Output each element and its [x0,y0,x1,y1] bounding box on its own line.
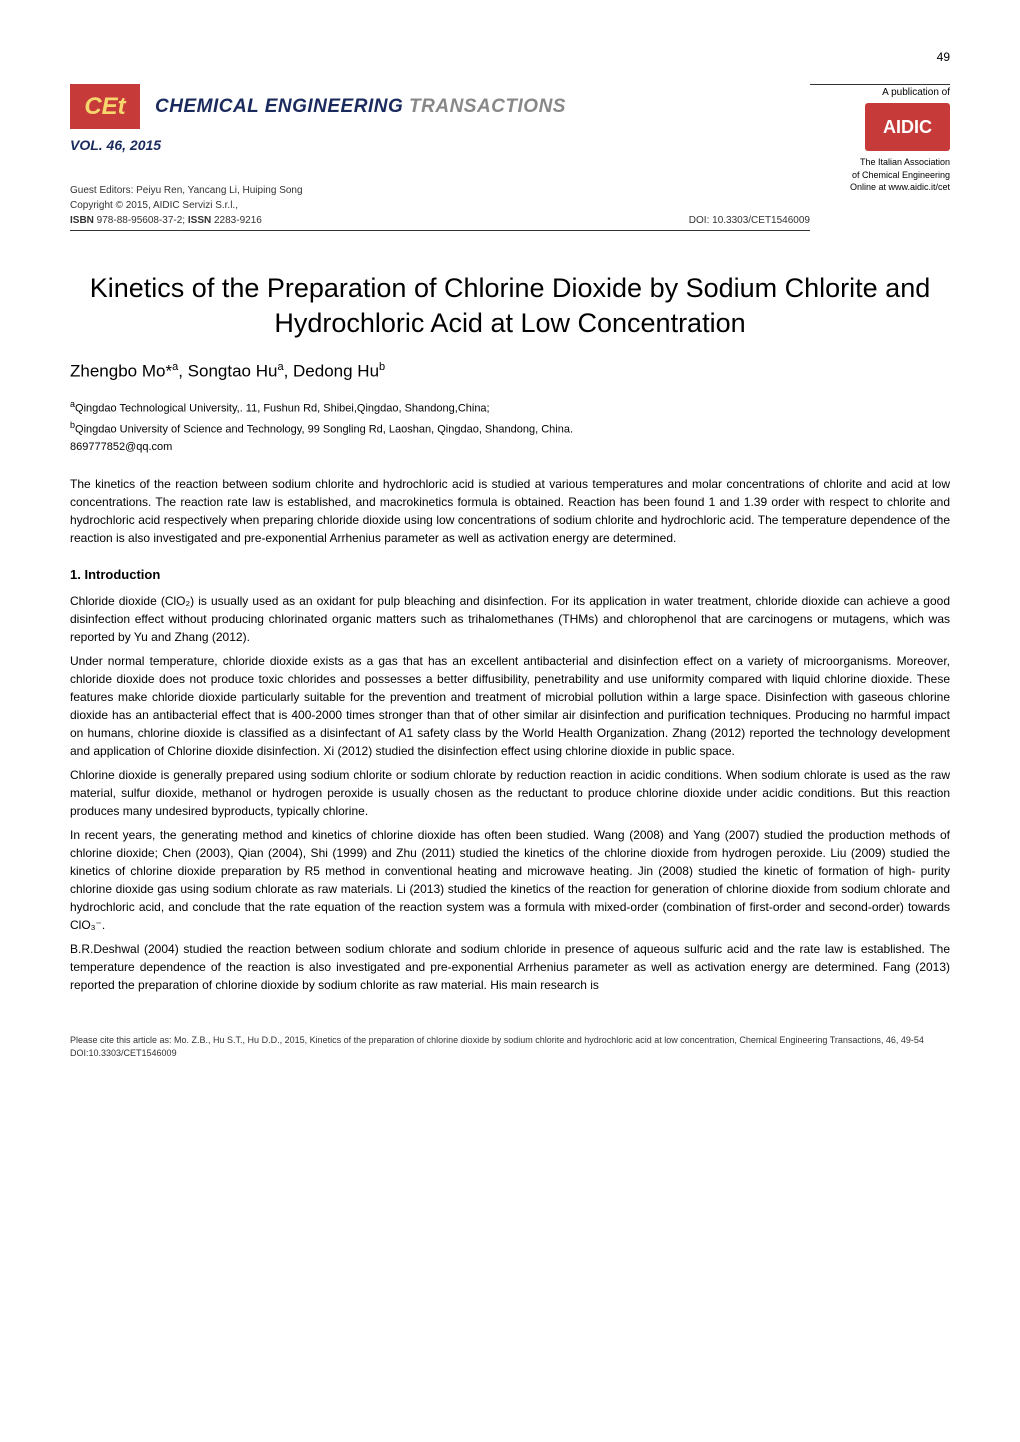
intro-para-3: Chlorine dioxide is generally prepared u… [70,766,950,820]
section-1-heading: 1. Introduction [70,567,950,582]
abstract: The kinetics of the reaction between sod… [70,475,950,547]
affiliations: aQingdao Technological University,. 11, … [70,397,950,457]
article-title: Kinetics of the Preparation of Chlorine … [70,271,950,341]
isbn-doi-row: ISBN 978-88-95608-37-2; ISSN 2283-9216 D… [70,213,810,231]
aidic-logo: AIDIC [865,103,950,151]
publication-of-label: A publication of [810,84,950,98]
intro-para-5: B.R.Deshwal (2004) studied the reaction … [70,940,950,994]
affiliation-a: aQingdao Technological University,. 11, … [70,397,950,418]
author-email: 869777852@qq.com [70,439,950,457]
assoc-line-3: Online at www.aidic.it/cet [810,181,950,194]
aidic-logo-text: AIDIC [883,117,932,138]
doi-line: DOI: 10.3303/CET1546009 [689,213,810,228]
vol-line: VOL. 46, 2015 [70,137,810,153]
journal-title-navy: CHEMICAL ENGINEERING [155,96,403,117]
left-header: CEt CHEMICAL ENGINEERING TRANSACTIONS VO… [70,84,810,231]
page-number: 49 [70,50,950,64]
intro-para-1: Chloride dioxide (ClO₂) is usually used … [70,592,950,646]
isbn-issn-line: ISBN 978-88-95608-37-2; ISSN 2283-9216 [70,213,262,228]
cet-logo: CEt [70,84,140,129]
intro-para-2: Under normal temperature, chloride dioxi… [70,652,950,760]
association-text: The Italian Association of Chemical Engi… [810,156,950,194]
assoc-line-1: The Italian Association [810,156,950,169]
editors-section: Guest Editors: Peiyu Ren, Yancang Li, Hu… [70,183,810,231]
journal-title-gray: TRANSACTIONS [409,96,566,117]
journal-title: CHEMICAL ENGINEERING TRANSACTIONS [155,96,566,118]
right-header: A publication of AIDIC The Italian Assoc… [810,84,950,194]
citation-footer: Please cite this article as: Mo. Z.B., H… [70,1034,950,1059]
authors: Zhengbo Mo*a, Songtao Hua, Dedong Hub [70,361,950,382]
intro-para-4: In recent years, the generating method a… [70,826,950,934]
cet-logo-text: CEt [84,93,125,121]
editors-line: Guest Editors: Peiyu Ren, Yancang Li, Hu… [70,183,810,198]
assoc-line-2: of Chemical Engineering [810,169,950,182]
logo-title-row: CEt CHEMICAL ENGINEERING TRANSACTIONS [70,84,810,129]
header-section: CEt CHEMICAL ENGINEERING TRANSACTIONS VO… [70,84,950,231]
affiliation-b: bQingdao University of Science and Techn… [70,418,950,439]
copyright-line: Copyright © 2015, AIDIC Servizi S.r.l., [70,198,810,213]
